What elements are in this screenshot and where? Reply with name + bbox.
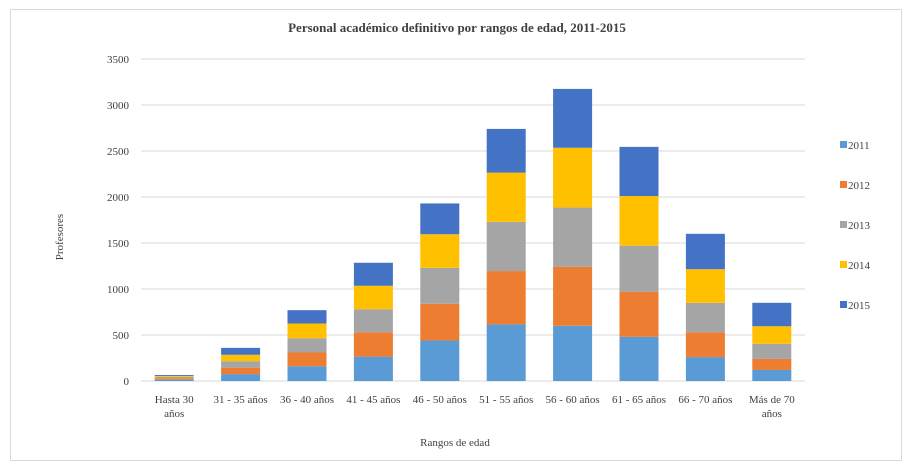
legend-swatch: [840, 221, 847, 228]
bar-segment: [487, 173, 526, 222]
bar-segment: [420, 234, 459, 268]
x-tick-label: Hasta 30 años: [155, 394, 194, 420]
bar-segment: [686, 357, 725, 381]
bar-segment: [288, 310, 327, 323]
y-axis-label: Profesores: [54, 214, 66, 260]
bar-segment: [420, 341, 459, 381]
bar-segment: [620, 196, 659, 246]
chart-frame: Personal académico definitivo por rangos…: [10, 9, 902, 461]
x-tick-label: 31 - 35 años: [214, 394, 268, 406]
bar-segment: [620, 292, 659, 337]
y-tick-label: 3500: [107, 54, 130, 66]
bar-segment: [221, 374, 260, 381]
bar-segment: [420, 268, 459, 304]
bar-segment: [420, 304, 459, 341]
x-axis-label: Rangos de edad: [420, 437, 490, 449]
y-tick-label: 500: [113, 330, 130, 342]
bar-segment: [354, 309, 393, 332]
bar-segment: [487, 324, 526, 381]
bar-segment: [288, 366, 327, 381]
bar-segment: [752, 303, 791, 326]
y-tick-label: 3000: [107, 100, 130, 112]
bar-segment: [354, 332, 393, 356]
bar-segment: [155, 376, 194, 377]
bar-segment: [752, 359, 791, 370]
bar-segment: [221, 348, 260, 355]
bar-segment: [288, 352, 327, 366]
bar-segment: [686, 234, 725, 269]
y-axis-ticks: 0 500 1000 1500 2000 2500 3000 3500: [107, 54, 130, 388]
bar-segment: [553, 326, 592, 381]
bar-segment: [752, 326, 791, 343]
legend-swatch: [840, 261, 847, 268]
bar-segment: [221, 355, 260, 361]
bar-segment: [288, 324, 327, 339]
x-tick-label: 36 - 40 años: [280, 394, 334, 406]
bar-segment: [553, 267, 592, 326]
legend-label: 2013: [848, 220, 871, 232]
legend-label: 2014: [848, 260, 871, 272]
y-tick-label: 1500: [107, 238, 130, 250]
bar-segment: [553, 208, 592, 267]
chart-svg: Personal académico definitivo por rangos…: [11, 10, 903, 462]
bar-segment: [420, 203, 459, 234]
bar-segment: [288, 338, 327, 352]
bar-segment: [686, 269, 725, 303]
x-axis-ticks: Hasta 30 años 31 - 35 años 36 - 40 años 41 -…: [155, 394, 795, 420]
bar-segment: [487, 271, 526, 324]
bar-segment: [155, 377, 194, 378]
x-tick-label: 61 - 65 años: [612, 394, 666, 406]
bar-segment: [752, 370, 791, 381]
bar-segment: [487, 129, 526, 173]
x-tick-label: Más de 70 años: [749, 394, 795, 420]
legend-label: 2011: [848, 140, 870, 152]
x-tick-label: 41 - 45 años: [346, 394, 400, 406]
bar-segment: [155, 375, 194, 376]
bars: [155, 89, 792, 381]
bar-segment: [620, 337, 659, 381]
bar-segment: [620, 147, 659, 196]
bar-segment: [620, 246, 659, 292]
legend-label: 2012: [848, 180, 870, 192]
chart-title: Personal académico definitivo por rangos…: [288, 20, 626, 35]
legend-swatch: [840, 141, 847, 148]
x-tick-label: 51 - 55 años: [479, 394, 533, 406]
legend-label: 2015: [848, 300, 871, 312]
bar-segment: [686, 303, 725, 332]
bar-segment: [155, 378, 194, 379]
bar-segment: [752, 344, 791, 359]
legend-swatch: [840, 181, 847, 188]
bar-segment: [354, 357, 393, 381]
legend-swatch: [840, 301, 847, 308]
bar-segment: [487, 222, 526, 271]
x-tick-label: 46 - 50 años: [413, 394, 467, 406]
x-tick-label: 56 - 60 años: [546, 394, 600, 406]
bar-segment: [553, 89, 592, 148]
bar-segment: [221, 368, 260, 374]
y-tick-label: 0: [124, 376, 130, 388]
bar-segment: [155, 380, 194, 381]
x-tick-label: 66 - 70 años: [678, 394, 732, 406]
bar-segment: [686, 332, 725, 357]
bar-segment: [354, 286, 393, 309]
bar-segment: [553, 148, 592, 208]
y-tick-label: 1000: [107, 284, 130, 296]
bar-segment: [221, 361, 260, 367]
bar-segment: [354, 263, 393, 286]
y-tick-label: 2000: [107, 192, 130, 204]
y-tick-label: 2500: [107, 146, 130, 158]
legend: 2011 2012 2013 2014 2015: [840, 140, 871, 312]
